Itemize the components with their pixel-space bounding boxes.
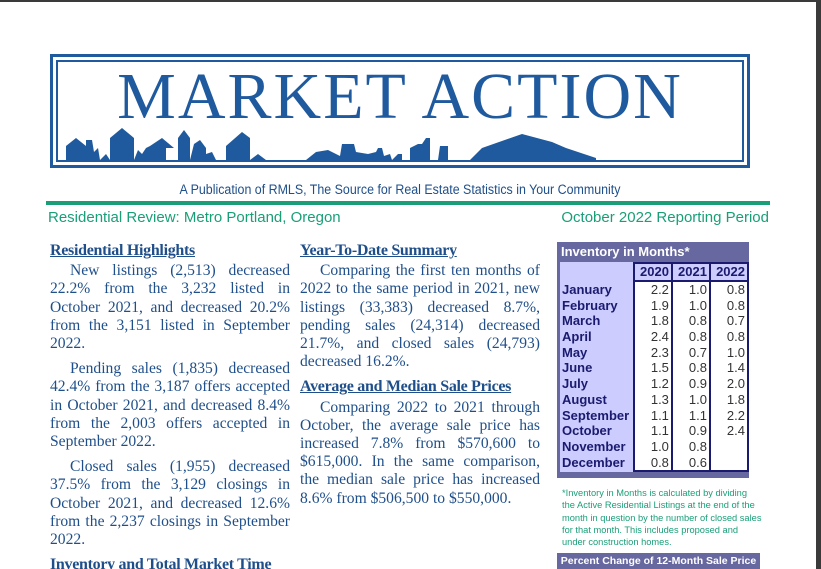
- inventory-value: 1.9: [632, 297, 673, 314]
- month-label: May: [562, 344, 588, 360]
- ytd-summary-heading: Year-To-Date Summary: [300, 242, 457, 259]
- inventory-value: 1.8: [632, 313, 673, 329]
- inventory-value: 0.8: [670, 313, 711, 329]
- month-label: June: [562, 360, 593, 376]
- inventory-value: 0.7: [670, 344, 711, 361]
- inventory-value: 1.0: [632, 438, 673, 455]
- month-label: August: [562, 391, 607, 407]
- table-row: October 1.1 0.9 2.4: [560, 422, 750, 439]
- month-label: July: [562, 376, 589, 392]
- table-row: June 1.5 0.8 1.4: [560, 360, 750, 376]
- year-header: 2022: [708, 262, 750, 282]
- inventory-value: 1.1: [632, 422, 673, 439]
- header-divider: [46, 201, 770, 205]
- region-title: Residential Review: Metro Portland, Oreg…: [48, 209, 341, 226]
- inventory-value: 0.8: [670, 328, 711, 345]
- inventory-value: 1.0: [670, 391, 711, 408]
- year-header: 2021: [670, 262, 711, 282]
- month-label: November: [562, 438, 626, 454]
- inventory-footnote: *Inventory in Months is calculated by di…: [562, 488, 762, 548]
- inventory-value: 1.0: [670, 297, 711, 314]
- inventory-value: 1.1: [632, 407, 673, 423]
- reporting-period: October 2022 Reporting Period: [561, 209, 769, 226]
- residential-highlights-heading: Residential Highlights: [50, 242, 195, 259]
- table-row: April 2.4 0.8 0.8: [560, 328, 750, 345]
- inventory-value: [708, 438, 750, 455]
- inventory-value: 1.8: [708, 391, 750, 408]
- table-row: November 1.0 0.8: [560, 438, 750, 455]
- inventory-value: 2.2: [708, 407, 750, 423]
- closed-sales-paragraph: Closed sales (1,955) decreased 37.5% fro…: [50, 458, 290, 549]
- inventory-panel: Inventory in Months* 2020 2021 2022 Janu…: [557, 242, 750, 478]
- inventory-title: Inventory in Months*: [561, 244, 690, 259]
- inventory-value: 2.0: [708, 375, 750, 392]
- pending-sales-paragraph: Pending sales (1,835) decreased 42.4% fr…: [50, 360, 290, 451]
- inventory-value: 2.2: [632, 280, 673, 298]
- inventory-value: 0.8: [670, 438, 711, 455]
- inventory-value: 1.2: [632, 375, 673, 392]
- inventory-value: 0.8: [708, 328, 750, 345]
- table-row: March 1.8 0.8 0.7: [560, 313, 750, 329]
- month-label: January: [562, 281, 612, 297]
- skyline-illustration: [66, 128, 596, 160]
- month-label: December: [562, 455, 625, 471]
- table-row: August 1.3 1.0 1.8: [560, 391, 750, 408]
- market-action-logo: MARKET ACTION: [50, 54, 750, 168]
- inventory-table: 2020 2021 2022 January 2.2 1.0 0.8 February 1…: [560, 262, 750, 472]
- year-header: 2020: [632, 262, 673, 282]
- inventory-market-time-heading: Inventory and Total Market Time: [50, 556, 272, 569]
- inventory-value: 0.6: [670, 454, 711, 472]
- middle-column: Year-To-Date Summary Comparing the first…: [300, 242, 540, 515]
- table-row: September 1.1 1.1 2.2: [560, 407, 750, 423]
- percent-change-panel-title: Percent Change of 12-Month Sale Price: [557, 553, 760, 569]
- inventory-value: 0.8: [708, 297, 750, 314]
- month-label: September: [562, 407, 630, 423]
- inventory-value: 2.3: [632, 344, 673, 361]
- left-column: Residential Highlights New listings (2,5…: [50, 242, 290, 569]
- month-label: October: [562, 423, 612, 439]
- inventory-value: 0.8: [708, 280, 750, 298]
- inventory-value: 0.9: [670, 422, 711, 439]
- sale-prices-heading: Average and Median Sale Prices: [300, 378, 512, 396]
- inventory-value: 0.8: [670, 360, 711, 376]
- inventory-value: 1.4: [708, 360, 750, 376]
- logo-title: MARKET ACTION: [117, 60, 683, 133]
- inventory-value: 2.4: [632, 328, 673, 345]
- inventory-value: 1.3: [632, 391, 673, 408]
- inventory-value: 2.4: [708, 422, 750, 439]
- table-row: July 1.2 0.9 2.0: [560, 375, 750, 392]
- month-label: February: [562, 297, 618, 313]
- inventory-value: [708, 454, 750, 472]
- inventory-value: 1.0: [670, 280, 711, 298]
- sale-prices-text: Comparing 2022 to 2021 through October, …: [300, 398, 540, 507]
- table-row: January 2.2 1.0 0.8: [560, 280, 750, 298]
- inventory-value: 0.8: [632, 454, 673, 472]
- inventory-value: 0.9: [670, 375, 711, 392]
- month-label: April: [562, 329, 592, 345]
- table-row: May 2.3 0.7 1.0: [560, 344, 750, 361]
- inventory-value: 1.5: [632, 360, 673, 376]
- new-listings-paragraph: New listings (2,513) decreased 22.2% fro…: [50, 262, 290, 353]
- table-row: February 1.9 1.0 0.8: [560, 297, 750, 314]
- ytd-summary-text: Comparing the first ten months of 2022 t…: [300, 262, 540, 371]
- table-row: December 0.8 0.6: [560, 454, 750, 472]
- inventory-value: 1.0: [708, 344, 750, 361]
- month-label: March: [562, 313, 601, 329]
- inventory-value: 0.7: [708, 313, 750, 329]
- inventory-value: 1.1: [670, 407, 711, 423]
- publication-tagline: A Publication of RMLS, The Source for Re…: [179, 182, 621, 197]
